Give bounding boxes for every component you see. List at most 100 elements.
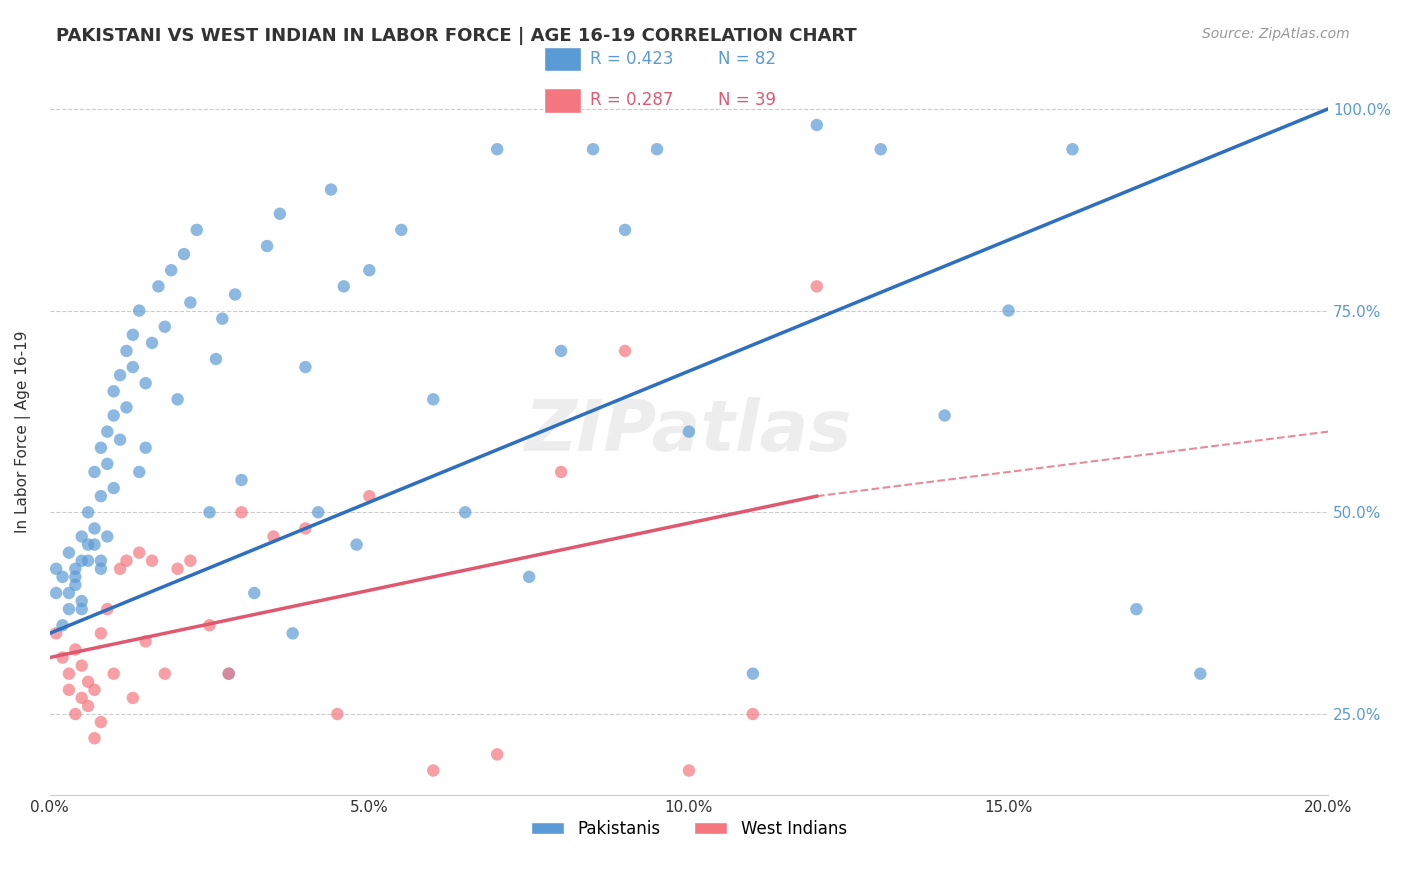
- Point: [346, 538, 368, 552]
- Point: [96, 602, 118, 616]
- Y-axis label: In Labor Force | Age 16-19: In Labor Force | Age 16-19: [15, 330, 31, 533]
- Point: [58, 586, 80, 600]
- Text: N = 39: N = 39: [718, 91, 776, 109]
- Point: [141, 335, 163, 350]
- Point: [263, 529, 285, 543]
- Point: [108, 433, 131, 447]
- Point: [121, 360, 143, 375]
- Point: [319, 183, 342, 197]
- Point: [741, 666, 763, 681]
- Point: [359, 489, 381, 503]
- Point: [307, 505, 329, 519]
- Point: [70, 658, 93, 673]
- Point: [550, 343, 572, 358]
- Text: Source: ZipAtlas.com: Source: ZipAtlas.com: [1202, 27, 1350, 41]
- Point: [77, 538, 100, 552]
- Point: [65, 570, 87, 584]
- Point: [135, 441, 157, 455]
- Point: [166, 392, 188, 407]
- Point: [231, 473, 253, 487]
- Point: [160, 263, 183, 277]
- Point: [211, 311, 233, 326]
- Point: [58, 602, 80, 616]
- Point: [550, 465, 572, 479]
- Point: [115, 401, 138, 415]
- Point: [70, 594, 93, 608]
- Point: [153, 666, 176, 681]
- Point: [256, 239, 278, 253]
- Point: [128, 465, 150, 479]
- Point: [65, 578, 87, 592]
- Point: [83, 682, 105, 697]
- Text: N = 82: N = 82: [718, 50, 776, 68]
- Point: [77, 674, 100, 689]
- Point: [77, 698, 100, 713]
- Point: [486, 142, 509, 156]
- Point: [166, 562, 188, 576]
- Point: [517, 570, 540, 584]
- Point: [121, 690, 143, 705]
- Point: [645, 142, 668, 156]
- FancyBboxPatch shape: [544, 87, 581, 112]
- Point: [70, 529, 93, 543]
- Point: [281, 626, 304, 640]
- Point: [121, 327, 143, 342]
- Point: [741, 706, 763, 721]
- Point: [103, 481, 125, 495]
- Point: [179, 295, 201, 310]
- Point: [614, 223, 637, 237]
- Point: [45, 562, 67, 576]
- Point: [58, 546, 80, 560]
- Point: [90, 489, 112, 503]
- Point: [1189, 666, 1212, 681]
- Point: [205, 351, 228, 366]
- Point: [51, 618, 73, 632]
- Point: [869, 142, 891, 156]
- Point: [135, 634, 157, 648]
- Point: [269, 207, 291, 221]
- Point: [96, 457, 118, 471]
- Legend: Pakistanis, West Indians: Pakistanis, West Indians: [524, 814, 853, 845]
- Point: [90, 554, 112, 568]
- Point: [65, 706, 87, 721]
- Point: [108, 368, 131, 383]
- Point: [153, 319, 176, 334]
- Point: [333, 279, 356, 293]
- FancyBboxPatch shape: [544, 46, 581, 71]
- Point: [83, 465, 105, 479]
- Point: [51, 570, 73, 584]
- Point: [128, 303, 150, 318]
- Point: [678, 764, 700, 778]
- Point: [103, 666, 125, 681]
- Point: [115, 343, 138, 358]
- Point: [806, 279, 828, 293]
- Point: [582, 142, 605, 156]
- Point: [70, 602, 93, 616]
- Point: [1062, 142, 1084, 156]
- Point: [806, 118, 828, 132]
- Point: [83, 521, 105, 535]
- Point: [997, 303, 1019, 318]
- Point: [128, 546, 150, 560]
- Point: [198, 618, 221, 632]
- Point: [83, 538, 105, 552]
- Point: [108, 562, 131, 576]
- Point: [103, 384, 125, 399]
- Point: [243, 586, 266, 600]
- Point: [51, 650, 73, 665]
- Point: [1125, 602, 1147, 616]
- Point: [198, 505, 221, 519]
- Point: [58, 666, 80, 681]
- Point: [70, 690, 93, 705]
- Point: [294, 360, 316, 375]
- Point: [96, 529, 118, 543]
- Point: [231, 505, 253, 519]
- Point: [148, 279, 170, 293]
- Point: [173, 247, 195, 261]
- Point: [326, 706, 349, 721]
- Point: [422, 392, 444, 407]
- Text: ZIPatlas: ZIPatlas: [526, 397, 852, 467]
- Point: [614, 343, 637, 358]
- Point: [115, 554, 138, 568]
- Point: [90, 441, 112, 455]
